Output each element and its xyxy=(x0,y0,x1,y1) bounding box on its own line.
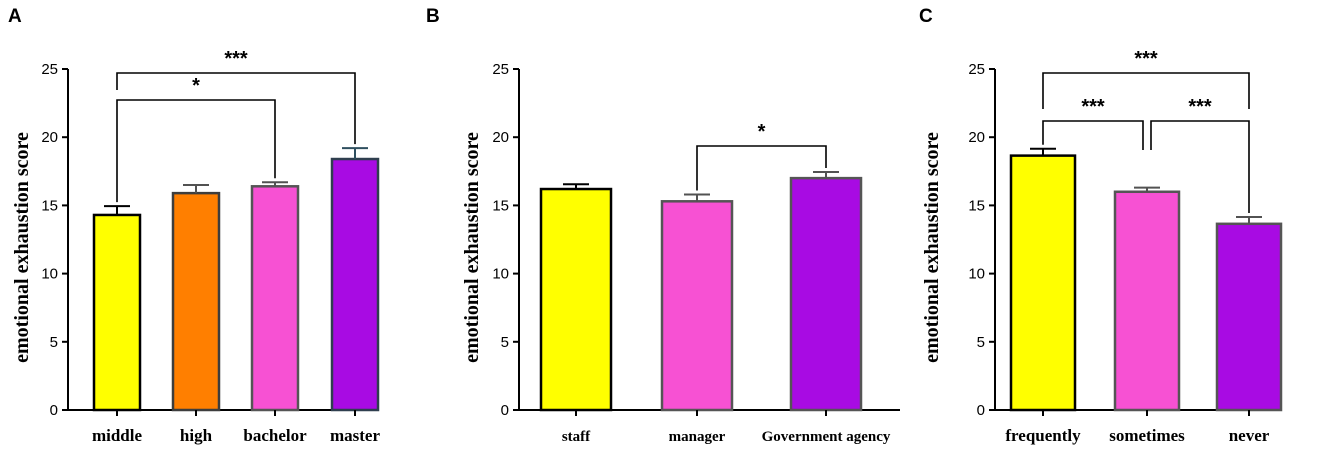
bar-frequently xyxy=(1009,154,1077,412)
significance-label: *** xyxy=(1188,96,1212,118)
x-category-label: high xyxy=(180,426,213,445)
x-category-label: staff xyxy=(562,429,591,445)
y-tick-label: 0 xyxy=(501,402,509,419)
y-tick-label: 20 xyxy=(492,129,509,146)
y-tick-label: 25 xyxy=(41,61,58,78)
significance-bracket xyxy=(696,145,827,191)
x-category-label: master xyxy=(330,426,380,445)
significance-label: * xyxy=(192,75,200,97)
y-tick-label: 15 xyxy=(41,197,58,214)
significance-bracket xyxy=(116,99,276,203)
y-tick-label: 0 xyxy=(977,402,985,419)
x-category-label: Government agency xyxy=(762,429,891,445)
y-tick-label: 5 xyxy=(501,334,509,351)
x-category-label: bachelor xyxy=(243,426,307,445)
y-tick-label: 15 xyxy=(968,197,985,214)
bar-master xyxy=(330,157,380,412)
significance-label: *** xyxy=(1081,96,1105,118)
panel-label: A xyxy=(8,6,22,27)
x-category-label: manager xyxy=(669,429,726,445)
bar-government-agency xyxy=(789,176,863,412)
y-tick-label: 25 xyxy=(492,61,509,78)
y-tick-label: 0 xyxy=(50,402,58,419)
bar-never xyxy=(1215,222,1283,412)
bar-sometimes xyxy=(1113,190,1181,412)
significance-label: *** xyxy=(1134,48,1158,70)
y-tick-label: 10 xyxy=(492,266,509,283)
panel-label: B xyxy=(426,6,440,27)
y-tick-label: 10 xyxy=(41,266,58,283)
bar-manager xyxy=(660,200,734,412)
y-axis-label: emotional exhaustion score xyxy=(921,132,943,363)
y-axis-label: emotional exhaustion score xyxy=(461,132,483,363)
y-tick-label: 15 xyxy=(492,197,509,214)
y-tick-label: 10 xyxy=(968,266,985,283)
bar-staff xyxy=(539,187,613,412)
y-tick-label: 5 xyxy=(977,334,985,351)
y-tick-label: 5 xyxy=(50,334,58,351)
significance-bracket xyxy=(116,72,356,145)
bar-high xyxy=(171,191,221,412)
significance-label: * xyxy=(758,121,766,143)
y-axis-label: emotional exhaustion score xyxy=(11,132,33,363)
y-tick-label: 20 xyxy=(968,129,985,146)
significance-bracket xyxy=(1042,72,1250,109)
x-category-label: middle xyxy=(92,426,143,445)
significance-bracket xyxy=(1150,120,1250,213)
significance-bracket xyxy=(1042,120,1144,150)
y-tick-label: 25 xyxy=(968,61,985,78)
x-category-label: sometimes xyxy=(1109,426,1185,445)
y-tick-label: 20 xyxy=(41,129,58,146)
bar-bachelor xyxy=(250,185,300,412)
x-category-label: frequently xyxy=(1005,426,1081,445)
significance-label: *** xyxy=(224,48,248,70)
panel-label: C xyxy=(919,6,933,27)
bar-middle xyxy=(92,213,142,412)
x-category-label: never xyxy=(1229,426,1270,445)
